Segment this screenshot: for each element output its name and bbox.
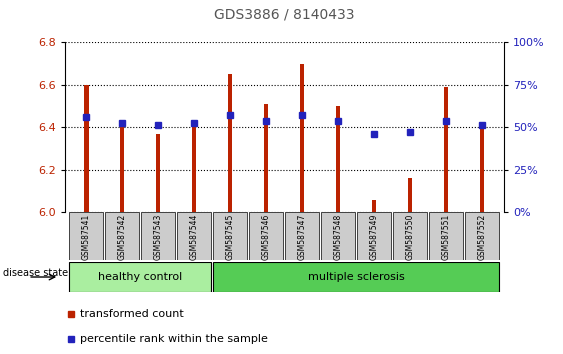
Bar bbox=[444, 87, 449, 212]
Text: GSM587551: GSM587551 bbox=[442, 214, 451, 260]
Text: GSM587546: GSM587546 bbox=[262, 214, 271, 260]
Text: GSM587544: GSM587544 bbox=[190, 214, 199, 260]
Text: transformed count: transformed count bbox=[80, 308, 184, 319]
Bar bbox=[177, 212, 211, 260]
Text: GSM587550: GSM587550 bbox=[406, 214, 415, 260]
Bar bbox=[336, 106, 341, 212]
Bar bbox=[300, 64, 305, 212]
Bar bbox=[141, 212, 175, 260]
Bar bbox=[358, 212, 391, 260]
Text: GSM587548: GSM587548 bbox=[334, 214, 343, 260]
Text: GSM587542: GSM587542 bbox=[118, 214, 127, 260]
Bar bbox=[408, 178, 413, 212]
Bar bbox=[466, 212, 499, 260]
Text: disease state: disease state bbox=[3, 268, 68, 279]
Bar bbox=[321, 212, 355, 260]
Text: GSM587549: GSM587549 bbox=[370, 214, 379, 260]
Text: GSM587547: GSM587547 bbox=[298, 214, 307, 260]
Bar bbox=[249, 212, 283, 260]
Text: GSM587552: GSM587552 bbox=[478, 214, 487, 260]
Bar bbox=[84, 85, 88, 212]
Bar bbox=[192, 127, 196, 212]
Bar bbox=[213, 212, 247, 260]
Text: GSM587545: GSM587545 bbox=[226, 214, 235, 260]
Text: multiple sclerosis: multiple sclerosis bbox=[308, 272, 405, 282]
Bar bbox=[213, 262, 499, 292]
Bar bbox=[430, 212, 463, 260]
Text: GSM587543: GSM587543 bbox=[154, 214, 163, 260]
Bar bbox=[69, 262, 211, 292]
Bar bbox=[156, 134, 160, 212]
Text: percentile rank within the sample: percentile rank within the sample bbox=[80, 334, 268, 344]
Bar bbox=[69, 212, 103, 260]
Text: GDS3886 / 8140433: GDS3886 / 8140433 bbox=[214, 7, 355, 21]
Bar bbox=[480, 127, 484, 212]
Bar bbox=[105, 212, 139, 260]
Bar bbox=[372, 200, 377, 212]
Bar bbox=[394, 212, 427, 260]
Bar bbox=[264, 104, 269, 212]
Text: GSM587541: GSM587541 bbox=[82, 214, 91, 260]
Text: healthy control: healthy control bbox=[98, 272, 182, 282]
Bar bbox=[120, 125, 124, 212]
Bar bbox=[228, 74, 233, 212]
Bar bbox=[285, 212, 319, 260]
